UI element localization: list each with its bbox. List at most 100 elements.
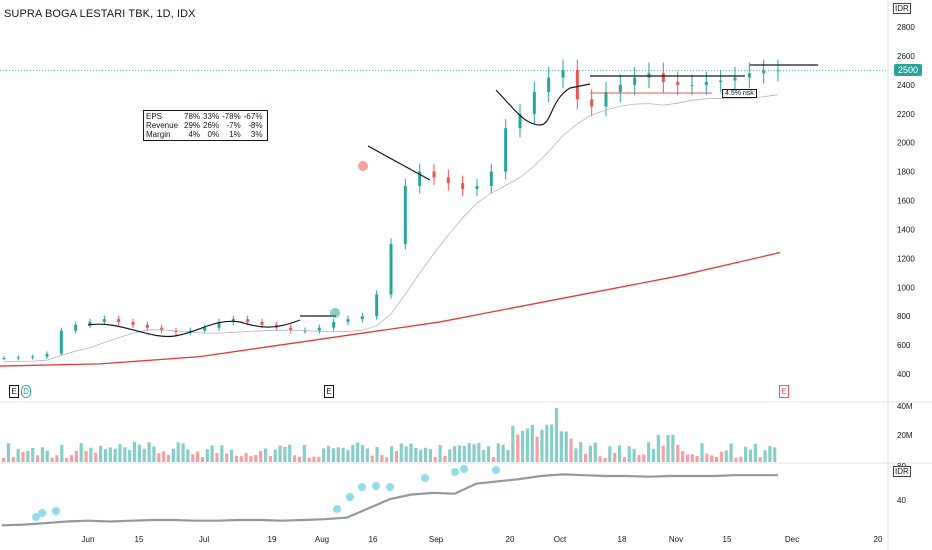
candle-body-20 <box>289 327 293 331</box>
volume-bar-50 <box>244 453 248 462</box>
volume-bar-130 <box>632 448 636 462</box>
volume-bar-117 <box>569 438 573 462</box>
volume-bar-45 <box>220 445 224 462</box>
candle-body-54 <box>776 70 780 72</box>
volume-bar-66 <box>322 448 326 462</box>
event-dividend[interactable]: D <box>21 385 31 398</box>
volume-bar-39 <box>191 454 195 462</box>
volume-bar-143 <box>695 455 699 462</box>
volume-bar-128 <box>622 456 626 462</box>
volume-bar-91 <box>443 455 447 462</box>
volume-bar-123 <box>598 456 602 462</box>
candle-body-5 <box>74 324 78 331</box>
candle-body-17 <box>246 319 250 322</box>
volume-bar-61 <box>297 456 302 462</box>
y-tick-label-12: 2800 <box>897 23 915 32</box>
candle-body-8 <box>117 319 121 322</box>
y-tick-label-5: 1400 <box>897 225 915 234</box>
candle-body-27 <box>389 243 393 295</box>
fund-row-margin: Margin 4% 0% 1% 3% <box>146 130 263 139</box>
event-earnings-1[interactable]: E <box>9 385 19 398</box>
candle-body-33 <box>475 186 479 189</box>
volume-bar-6 <box>31 447 35 462</box>
chart-title: SUPRA BOGA LESTARI TBK, 1D, IDX <box>4 8 196 20</box>
candle-body-4 <box>59 330 63 354</box>
volume-bar-60 <box>293 455 297 462</box>
volume-bar-95 <box>462 445 466 462</box>
candle-body-38 <box>547 77 551 93</box>
rs-new-high-dot-7 <box>386 483 394 491</box>
volume-bar-83 <box>404 446 408 462</box>
rs-new-high-dot-6 <box>372 482 380 490</box>
volume-bar-62 <box>302 445 306 462</box>
volume-bar-152 <box>739 456 743 462</box>
volume-bar-127 <box>617 445 622 462</box>
volume-bar-13 <box>65 457 69 462</box>
volume-bar-96 <box>467 443 471 462</box>
volume-bar-58 <box>283 446 287 462</box>
volume-bar-145 <box>705 453 709 462</box>
y-tick-label-1: 600 <box>897 341 911 350</box>
volume-bar-157 <box>763 450 767 462</box>
candle-body-2 <box>31 356 35 358</box>
volume-bar-85 <box>414 448 418 462</box>
currency-label-rs: IDR <box>893 466 911 477</box>
rs-new-high-dot-11 <box>492 466 500 474</box>
x-tick-label-11: 15 <box>723 535 732 544</box>
base-pattern-curve <box>87 319 301 338</box>
rs-new-high-dot-2 <box>52 507 60 515</box>
volume-bar-18 <box>89 447 93 462</box>
candle-body-25 <box>360 316 364 320</box>
volume-bar-2 <box>11 457 15 462</box>
event-earnings-3[interactable]: E <box>779 385 789 398</box>
volume-bar-93 <box>453 446 457 462</box>
volume-bar-53 <box>259 450 263 462</box>
volume-bar-112 <box>545 424 549 462</box>
volume-bar-4 <box>21 452 25 462</box>
volume-bar-155 <box>753 443 757 462</box>
volume-bar-135 <box>656 434 660 462</box>
volume-bar-36 <box>176 442 180 462</box>
candle-body-48 <box>690 84 694 86</box>
candle-body-47 <box>676 81 680 85</box>
volume-bar-158 <box>768 446 772 462</box>
volume-bar-28 <box>137 444 141 462</box>
rs-new-high-dot-8 <box>421 474 429 482</box>
y-tick-label-8: 2000 <box>897 139 915 148</box>
volume-bar-92 <box>448 449 452 462</box>
volume-bar-47 <box>229 449 234 462</box>
volume-bar-24 <box>118 444 122 462</box>
volume-bar-40 <box>196 451 200 462</box>
candle-body-16 <box>231 319 235 322</box>
candle-body-11 <box>160 327 164 331</box>
volume-bar-9 <box>45 450 49 462</box>
volume-bar-27 <box>132 442 137 462</box>
y-tick-label-9: 2200 <box>897 110 915 119</box>
volume-bar-65 <box>317 456 321 462</box>
volume-bar-102 <box>496 443 500 462</box>
volume-bar-131 <box>637 455 641 462</box>
volume-bar-101 <box>491 456 496 462</box>
volume-bar-14 <box>69 455 74 462</box>
x-tick-label-4: Aug <box>315 535 329 544</box>
y-tick-label-7: 1800 <box>897 168 915 177</box>
volume-bar-122 <box>593 442 597 462</box>
volume-bar-63 <box>307 457 311 462</box>
volume-bar-23 <box>113 448 117 462</box>
volume-bar-43 <box>210 445 214 462</box>
volume-bar-104 <box>506 450 510 462</box>
candle-body-13 <box>188 330 192 333</box>
volume-bar-87 <box>423 447 428 462</box>
volume-bar-107 <box>520 430 525 462</box>
risk-annotation: 4.5% risk <box>722 89 757 98</box>
volume-bar-77 <box>375 446 379 462</box>
candle-body-24 <box>346 319 350 322</box>
volume-bar-99 <box>482 449 486 462</box>
volume-bar-19 <box>94 452 98 462</box>
volume-bar-32 <box>157 453 161 462</box>
candle-body-46 <box>661 73 665 82</box>
volume-bar-106 <box>516 434 520 462</box>
event-earnings-2[interactable]: E <box>324 385 334 398</box>
volume-bar-30 <box>147 442 151 462</box>
